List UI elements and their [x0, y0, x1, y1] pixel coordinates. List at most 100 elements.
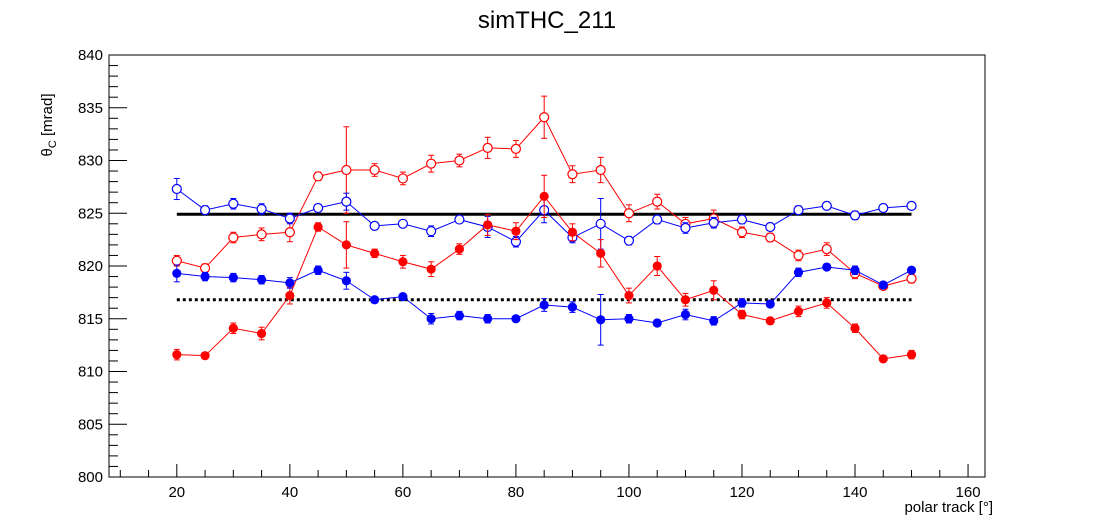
data-point	[313, 222, 323, 232]
data-point	[624, 314, 634, 324]
data-point	[680, 222, 691, 234]
data-point	[256, 203, 267, 215]
data-point	[200, 271, 210, 282]
data-point	[539, 300, 549, 310]
data-point	[906, 273, 917, 284]
data-point	[680, 295, 691, 305]
data-point	[849, 210, 861, 221]
chart-title: simTHC_211	[478, 7, 616, 34]
data-point	[567, 169, 578, 180]
data-point	[341, 196, 352, 207]
data-point	[228, 273, 238, 283]
data-point	[737, 298, 747, 308]
data-point	[369, 220, 380, 232]
data-point	[454, 214, 465, 225]
data-point	[172, 268, 182, 278]
data-point	[256, 328, 267, 339]
data-point	[341, 164, 352, 176]
data-point	[539, 191, 549, 201]
data-point	[284, 213, 295, 224]
data-point	[906, 350, 917, 360]
data-point	[313, 265, 323, 275]
x-tick-label: 120	[729, 484, 754, 501]
data-point	[850, 323, 860, 333]
data-point	[596, 248, 606, 258]
data-point	[172, 350, 182, 360]
data-point	[624, 290, 634, 301]
data-point	[793, 306, 804, 316]
data-point	[511, 314, 521, 324]
data-point	[623, 235, 635, 246]
data-point	[680, 309, 691, 320]
data-point	[313, 171, 324, 182]
data-point	[199, 204, 211, 216]
y-tick-label: 825	[78, 205, 103, 222]
data-point	[878, 354, 888, 364]
y-tick-label: 835	[78, 100, 103, 117]
series-3	[172, 262, 917, 346]
x-tick-label: 80	[508, 484, 525, 501]
series-0	[171, 95, 917, 292]
data-point	[906, 265, 917, 275]
data-point	[652, 261, 662, 271]
data-point	[483, 220, 493, 230]
data-point	[793, 250, 804, 261]
data-point	[426, 264, 436, 274]
data-point	[483, 314, 493, 324]
data-point	[652, 214, 663, 225]
data-point	[878, 280, 888, 290]
y-tick-label: 800	[78, 469, 103, 486]
data-point	[284, 227, 295, 238]
data-point	[567, 302, 578, 312]
data-point	[765, 221, 776, 233]
data-point	[370, 295, 380, 305]
data-point	[426, 314, 436, 324]
data-point	[285, 278, 295, 288]
data-point	[595, 218, 606, 229]
x-tick-label: 40	[282, 484, 299, 501]
data-point	[736, 214, 748, 225]
y-tick-label: 810	[78, 364, 103, 381]
data-point	[228, 323, 238, 333]
data-point	[454, 310, 464, 321]
data-point	[539, 112, 550, 123]
y-axis-label-sub: C	[47, 140, 59, 148]
data-point	[426, 226, 437, 237]
series-2	[172, 174, 917, 364]
data-point	[511, 226, 521, 236]
data-point	[765, 232, 776, 243]
data-point	[228, 232, 239, 243]
data-point	[737, 309, 747, 320]
data-point	[397, 173, 408, 184]
y-tick-label: 830	[78, 153, 103, 170]
data-point	[454, 244, 464, 254]
y-tick-label: 805	[78, 416, 103, 433]
y-tick-label: 840	[78, 47, 103, 64]
y-tick-label: 815	[78, 311, 103, 328]
data-point	[256, 229, 267, 240]
data-point	[793, 204, 804, 216]
data-point	[765, 316, 775, 326]
data-point	[369, 164, 380, 176]
data-point	[397, 218, 408, 229]
data-point	[708, 217, 719, 228]
data-point	[454, 155, 465, 166]
x-tick-label: 60	[395, 484, 412, 501]
data-point	[398, 257, 408, 267]
data-point	[652, 196, 663, 207]
data-point	[313, 202, 324, 214]
data-point	[199, 263, 211, 274]
y-axis-label-main: θ	[39, 148, 56, 156]
data-point	[200, 351, 210, 361]
data-point	[482, 142, 493, 153]
data-point	[652, 318, 662, 328]
data-point	[850, 265, 860, 275]
x-tick-label: 20	[168, 484, 185, 501]
data-point	[596, 315, 606, 325]
y-tick-label: 820	[78, 258, 103, 275]
x-tick-label: 160	[956, 484, 981, 501]
data-point	[821, 200, 832, 211]
data-point	[370, 248, 380, 258]
data-point	[228, 198, 239, 209]
